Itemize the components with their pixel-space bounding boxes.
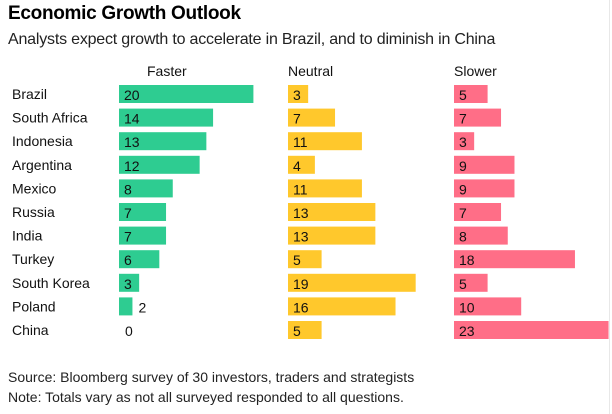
data-label: 5 — [293, 323, 301, 339]
category-label: Russia — [12, 204, 55, 220]
category-label: South Korea — [12, 275, 90, 291]
category-label: India — [12, 228, 43, 244]
bar-neutral — [288, 85, 309, 103]
data-label: 3 — [124, 276, 132, 292]
bar-neutral — [288, 155, 315, 174]
bar-slower — [454, 321, 609, 339]
data-label: 5 — [293, 252, 301, 268]
column-header-slower: Slower — [454, 63, 497, 79]
bar-faster — [119, 108, 214, 127]
data-label: 6 — [124, 252, 132, 268]
bar-faster — [119, 226, 167, 245]
bar-slower — [454, 226, 508, 245]
bar-slower — [454, 297, 522, 316]
data-label: 19 — [293, 276, 309, 292]
bar-faster — [119, 297, 133, 316]
bar-neutral — [288, 297, 396, 316]
data-label: 8 — [124, 181, 132, 197]
bar-slower — [454, 203, 502, 221]
bar-slower — [454, 179, 515, 198]
chart-title: Economic Growth Outlook — [8, 3, 241, 24]
category-label: Argentina — [12, 157, 72, 173]
right-border — [609, 0, 610, 414]
bar-neutral — [288, 203, 376, 221]
bar-slower — [454, 132, 475, 151]
bar-slower — [454, 108, 502, 127]
chart-subtitle: Analysts expect growth to accelerate in … — [8, 31, 496, 48]
data-label: 23 — [459, 323, 475, 339]
bar-faster — [119, 179, 173, 198]
category-label: China — [12, 322, 49, 338]
data-label: 7 — [124, 229, 132, 245]
bar-faster — [119, 250, 160, 269]
data-label: 9 — [459, 181, 467, 197]
bar-neutral — [288, 250, 322, 269]
data-label: 10 — [459, 299, 475, 315]
data-label: 13 — [293, 205, 309, 221]
bar-chart: Brazil South Africa Indonesia Argentina Mexi… — [12, 85, 609, 339]
category-label: Brazil — [12, 86, 47, 102]
bar-neutral — [288, 321, 322, 339]
data-label: 7 — [459, 111, 467, 127]
bar-faster — [119, 85, 254, 103]
column-header-neutral: Neutral — [288, 63, 334, 79]
data-label: 0 — [125, 323, 133, 339]
category-label: Mexico — [12, 180, 57, 196]
footnote: Note: Totals vary as not all surveyed re… — [8, 389, 404, 405]
column-header-faster: Faster — [147, 63, 187, 79]
bar-slower — [454, 250, 575, 269]
data-label: 16 — [293, 299, 309, 315]
category-label: Turkey — [12, 251, 54, 267]
bar-neutral — [288, 179, 362, 198]
data-label: 7 — [459, 205, 467, 221]
bar-slower — [454, 273, 488, 292]
data-label: 7 — [293, 111, 301, 127]
data-label: 13 — [293, 229, 309, 245]
data-label: 3 — [459, 134, 467, 150]
data-label: 20 — [124, 87, 140, 103]
data-label: 11 — [293, 181, 308, 197]
data-label: 13 — [124, 134, 140, 150]
category-label: Poland — [12, 298, 56, 314]
bar-faster — [119, 203, 167, 221]
bar-faster — [119, 273, 140, 292]
bar-neutral — [288, 273, 416, 292]
bar-neutral — [288, 132, 362, 151]
data-label: 5 — [459, 276, 467, 292]
data-label: 5 — [459, 87, 467, 103]
bar-slower — [454, 155, 515, 174]
bar-faster — [119, 132, 207, 151]
data-label: 7 — [124, 205, 132, 221]
data-label: 2 — [138, 299, 146, 315]
category-label: Indonesia — [12, 133, 73, 149]
bar-faster — [119, 155, 200, 174]
category-label: South Africa — [12, 110, 88, 126]
bar-neutral — [288, 226, 376, 245]
bar-neutral — [288, 108, 336, 127]
data-label: 4 — [293, 158, 301, 174]
data-label: 12 — [124, 158, 140, 174]
source-note: Source: Bloomberg survey of 30 investors… — [8, 369, 415, 385]
data-label: 8 — [459, 229, 467, 245]
bar-slower — [454, 85, 488, 103]
data-label: 9 — [459, 158, 467, 174]
data-label: 14 — [124, 111, 140, 127]
data-label: 3 — [293, 87, 301, 103]
data-label: 11 — [293, 134, 308, 150]
data-label: 18 — [459, 252, 475, 268]
